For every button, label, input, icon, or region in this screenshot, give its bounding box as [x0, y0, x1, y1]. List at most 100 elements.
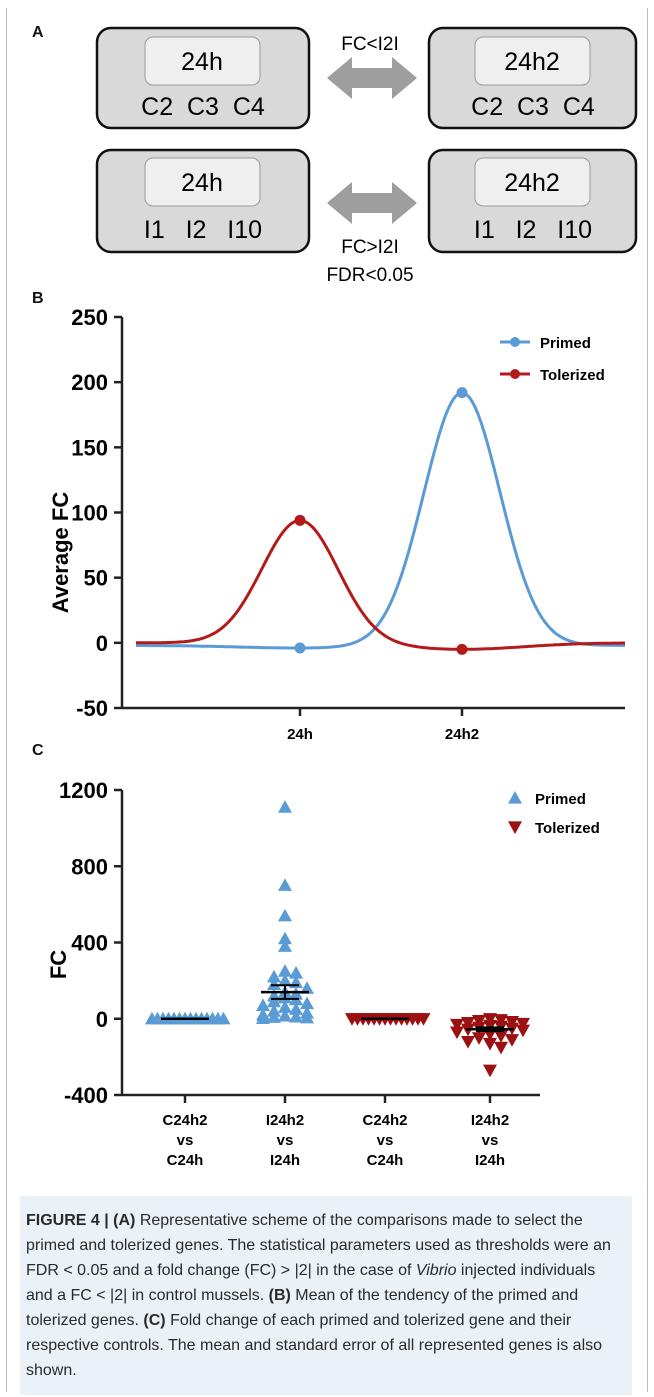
- x-tick-label: C24h: [167, 1152, 204, 1169]
- data-point-tolerized: [494, 1030, 508, 1043]
- legend-marker-primed: [510, 337, 520, 347]
- x-tick-label: I24h2: [266, 1112, 304, 1129]
- y-tick-label: 50: [84, 566, 108, 591]
- data-point-tolerized: [483, 1013, 497, 1026]
- data-point-primed: [278, 1008, 292, 1022]
- x-tick-label: 24h2: [445, 726, 479, 743]
- data-point-tolerized: [461, 1036, 475, 1049]
- x-tick-label: C24h2: [162, 1112, 207, 1129]
- y-axis-label: FC: [46, 950, 71, 979]
- data-point-tolerized: [505, 1034, 519, 1047]
- data-point-primed: [300, 996, 314, 1010]
- data-point-tolerized: [483, 1064, 497, 1078]
- data-point-primed: [267, 969, 281, 983]
- legend-marker-tolerized: [508, 821, 522, 834]
- x-tick-label: 24h: [287, 726, 313, 743]
- figure-frame: [6, 8, 648, 1392]
- data-point-tolerized: [456, 643, 468, 655]
- x-tick-label: I24h2: [471, 1112, 509, 1129]
- data-point-primed: [294, 642, 306, 654]
- data-point-tolerized: [483, 1037, 497, 1051]
- data-point-primed: [267, 1010, 281, 1023]
- data-point-tolerized: [461, 1016, 475, 1030]
- data-point-primed: [278, 1000, 292, 1013]
- y-tick-label: 200: [71, 370, 108, 395]
- data-point-primed: [278, 878, 292, 891]
- data-point-primed: [278, 931, 292, 945]
- x-tick-label: vs: [277, 1132, 294, 1149]
- series-line-tolerized: [136, 519, 625, 651]
- data-point-primed: [300, 1010, 314, 1024]
- y-tick-label: 0: [96, 631, 108, 656]
- data-point-primed: [289, 1009, 303, 1023]
- box-bottom-right: 24h2 I1 I2 I10: [427, 148, 638, 254]
- data-point-tolerized: [516, 1024, 530, 1038]
- data-point-primed: [216, 1011, 231, 1025]
- comparison-scheme: 24h C2 C3 C4 24h2 C2 C3 C4 24h I1 I2 I10…: [95, 26, 638, 286]
- box-top-right-items: C2 C3 C4: [471, 93, 595, 121]
- y-axis-label: Average FC: [48, 492, 73, 614]
- panel-label-a: A: [32, 24, 44, 41]
- bottom-arrow-label-2: FDR<0.05: [326, 265, 413, 286]
- panel-label-c: C: [32, 742, 44, 759]
- legend-label-primed: Primed: [535, 791, 586, 808]
- data-point-tolerized: [472, 1015, 486, 1028]
- data-point-tolerized: [450, 1026, 464, 1040]
- legend-label-tolerized: Tolerized: [540, 367, 605, 384]
- data-point-primed: [300, 981, 314, 994]
- data-point-tolerized: [472, 1032, 486, 1045]
- data-point-primed: [256, 998, 270, 1012]
- data-point-primed: [456, 387, 468, 399]
- x-tick-label: vs: [377, 1132, 394, 1149]
- box-bottom-right-items: I1 I2 I10: [474, 216, 592, 244]
- x-tick-label: vs: [177, 1132, 194, 1149]
- box-bottom-left-title: 24h: [181, 169, 223, 197]
- box-top-left-items: C2 C3 C4: [141, 93, 265, 121]
- data-point-tolerized: [483, 1019, 497, 1033]
- x-tick-label: C24h: [367, 1152, 404, 1169]
- x-tick-label: vs: [482, 1132, 499, 1149]
- average-fc-chart: -50 0 50 100 150 200 250 24h 24h2 Average FC Prime…: [48, 305, 625, 743]
- x-tick-label: I24h: [270, 1152, 300, 1169]
- figure-caption: FIGURE 4 | (A) Representative scheme of …: [20, 1196, 632, 1395]
- data-point-tolerized: [494, 1014, 508, 1027]
- x-tick-label: I24h: [475, 1152, 505, 1169]
- legend-marker-primed: [508, 791, 522, 804]
- box-bottom-left-items: I1 I2 I10: [144, 216, 262, 244]
- x-tick-label: C24h2: [362, 1112, 407, 1129]
- data-point-primed: [145, 1011, 159, 1025]
- data-point-tolerized: [345, 1013, 359, 1026]
- bottom-double-arrow: [327, 182, 417, 224]
- legend-label-primed: Primed: [540, 335, 591, 352]
- y-tick-label: 1200: [59, 778, 108, 803]
- box-top-right: 24h2 C2 C3 C4: [427, 26, 638, 130]
- data-point-tolerized: [516, 1017, 530, 1031]
- box-top-left: 24h C2 C3 C4: [95, 26, 311, 130]
- data-point-primed: [278, 939, 292, 952]
- data-point-tolerized: [416, 1013, 431, 1026]
- data-point-primed: [278, 908, 292, 922]
- y-tick-label: 150: [71, 435, 108, 460]
- data-point-primed: [278, 973, 292, 987]
- box-top-right-title: 24h2: [504, 48, 560, 76]
- fc-scatter-chart: -400 0 400 800 1200 FC C24h2 vs C24h I24h2 vs I24h C…: [46, 778, 600, 1169]
- data-point-tolerized: [294, 514, 306, 526]
- y-tick-label: -50: [76, 696, 108, 721]
- data-point-primed: [289, 1002, 303, 1015]
- top-arrow-label: FC<I2I: [341, 34, 399, 55]
- box-top-left-title: 24h: [181, 48, 223, 76]
- data-point-tolerized: [494, 1041, 508, 1055]
- data-point-tolerized: [505, 1016, 519, 1029]
- data-point-tolerized: [450, 1018, 464, 1032]
- legend-label-tolerized: Tolerized: [535, 820, 600, 837]
- series-line-primed: [136, 391, 625, 650]
- legend-marker-tolerized: [510, 369, 520, 379]
- panel-label-b: B: [32, 290, 44, 307]
- data-point-primed: [289, 966, 303, 979]
- y-tick-label: 800: [71, 854, 108, 879]
- top-double-arrow: [327, 57, 417, 99]
- y-tick-label: 250: [71, 305, 108, 330]
- y-tick-label: -400: [64, 1083, 108, 1108]
- data-point-primed: [256, 1011, 270, 1024]
- data-point-primed: [267, 977, 281, 991]
